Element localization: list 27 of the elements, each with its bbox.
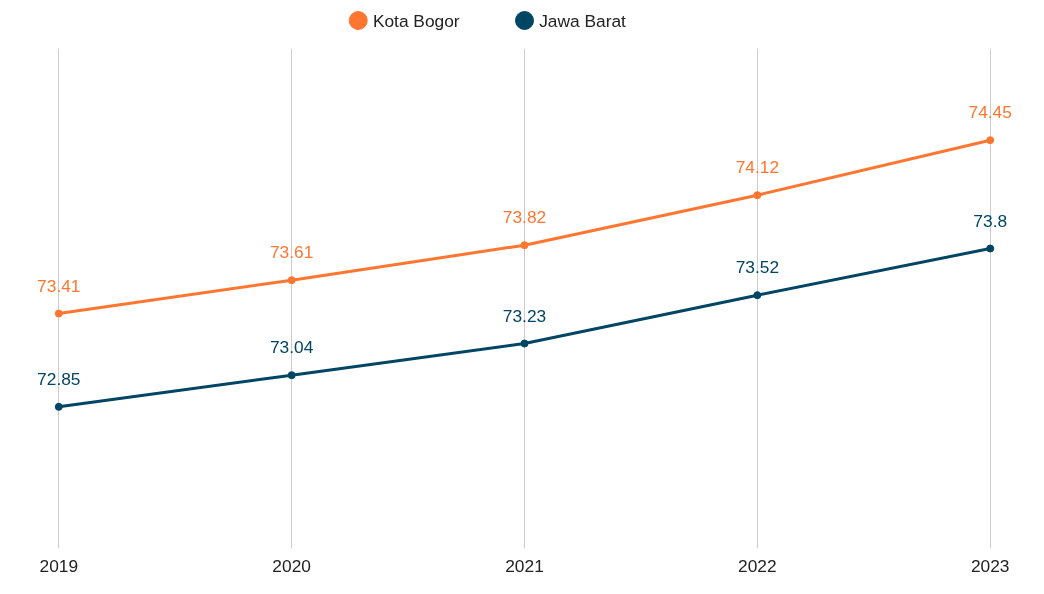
data-label: 72.85: [37, 368, 81, 389]
data-label: 73.52: [735, 257, 780, 278]
data-label: 73.04: [269, 337, 314, 358]
legend-label: Kota Bogor: [372, 10, 460, 31]
data-label: 73.61: [269, 242, 314, 263]
data-label: 73.23: [502, 305, 547, 326]
point: [287, 276, 296, 285]
x-tick-label: 2019: [39, 555, 79, 576]
point: [986, 136, 995, 145]
x-tick-label: 2022: [738, 555, 777, 576]
point: [753, 191, 762, 200]
point: [753, 291, 762, 300]
x-tick-label: 2021: [505, 555, 544, 576]
x-tick-label: 2023: [970, 555, 1010, 576]
point: [986, 244, 995, 253]
data-label: 73.82: [502, 207, 547, 228]
point: [287, 371, 296, 380]
legend-label: Jawa Barat: [539, 10, 627, 31]
data-label: 74.45: [968, 102, 1012, 123]
data-label: 74.12: [735, 157, 780, 178]
point: [54, 309, 63, 318]
data-label: 73.41: [37, 275, 81, 296]
data-label: 73.8: [973, 210, 1008, 231]
x-tick-label: 2020: [272, 555, 311, 576]
point: [520, 339, 529, 348]
point: [520, 241, 529, 250]
point: [54, 402, 63, 411]
